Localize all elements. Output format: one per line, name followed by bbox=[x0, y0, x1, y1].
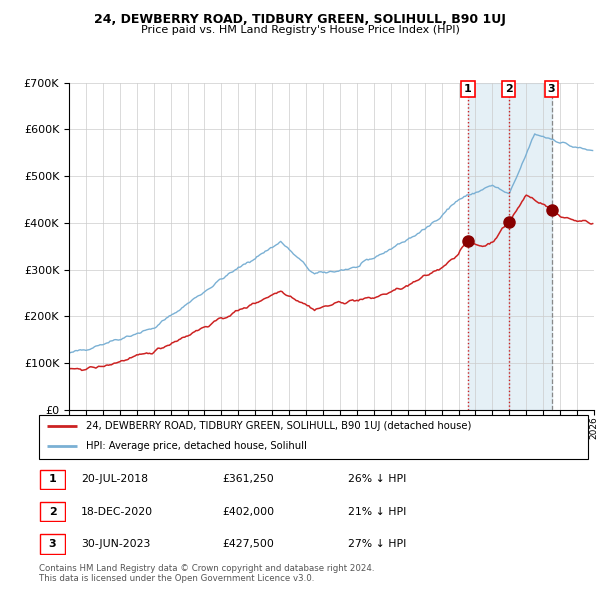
Text: 3: 3 bbox=[49, 539, 56, 549]
Text: 2: 2 bbox=[505, 84, 512, 94]
Text: £427,500: £427,500 bbox=[222, 539, 274, 549]
Bar bbox=[468, 83, 509, 410]
Text: 26% ↓ HPI: 26% ↓ HPI bbox=[348, 474, 406, 484]
Text: 24, DEWBERRY ROAD, TIDBURY GREEN, SOLIHULL, B90 1UJ: 24, DEWBERRY ROAD, TIDBURY GREEN, SOLIHU… bbox=[94, 13, 506, 26]
Text: 21% ↓ HPI: 21% ↓ HPI bbox=[348, 507, 406, 516]
Text: 1: 1 bbox=[464, 84, 472, 94]
Text: £402,000: £402,000 bbox=[222, 507, 274, 516]
Text: 30-JUN-2023: 30-JUN-2023 bbox=[81, 539, 151, 549]
Text: 27% ↓ HPI: 27% ↓ HPI bbox=[348, 539, 406, 549]
Text: 2: 2 bbox=[49, 507, 56, 516]
Text: £361,250: £361,250 bbox=[222, 474, 274, 484]
Text: 3: 3 bbox=[548, 84, 556, 94]
Text: 24, DEWBERRY ROAD, TIDBURY GREEN, SOLIHULL, B90 1UJ (detached house): 24, DEWBERRY ROAD, TIDBURY GREEN, SOLIHU… bbox=[86, 421, 471, 431]
Text: HPI: Average price, detached house, Solihull: HPI: Average price, detached house, Soli… bbox=[86, 441, 307, 451]
Text: 18-DEC-2020: 18-DEC-2020 bbox=[81, 507, 153, 516]
Text: Price paid vs. HM Land Registry's House Price Index (HPI): Price paid vs. HM Land Registry's House … bbox=[140, 25, 460, 35]
Bar bbox=[509, 83, 551, 410]
Text: 20-JUL-2018: 20-JUL-2018 bbox=[81, 474, 148, 484]
Text: 1: 1 bbox=[49, 474, 56, 484]
Text: Contains HM Land Registry data © Crown copyright and database right 2024.
This d: Contains HM Land Registry data © Crown c… bbox=[39, 563, 374, 583]
